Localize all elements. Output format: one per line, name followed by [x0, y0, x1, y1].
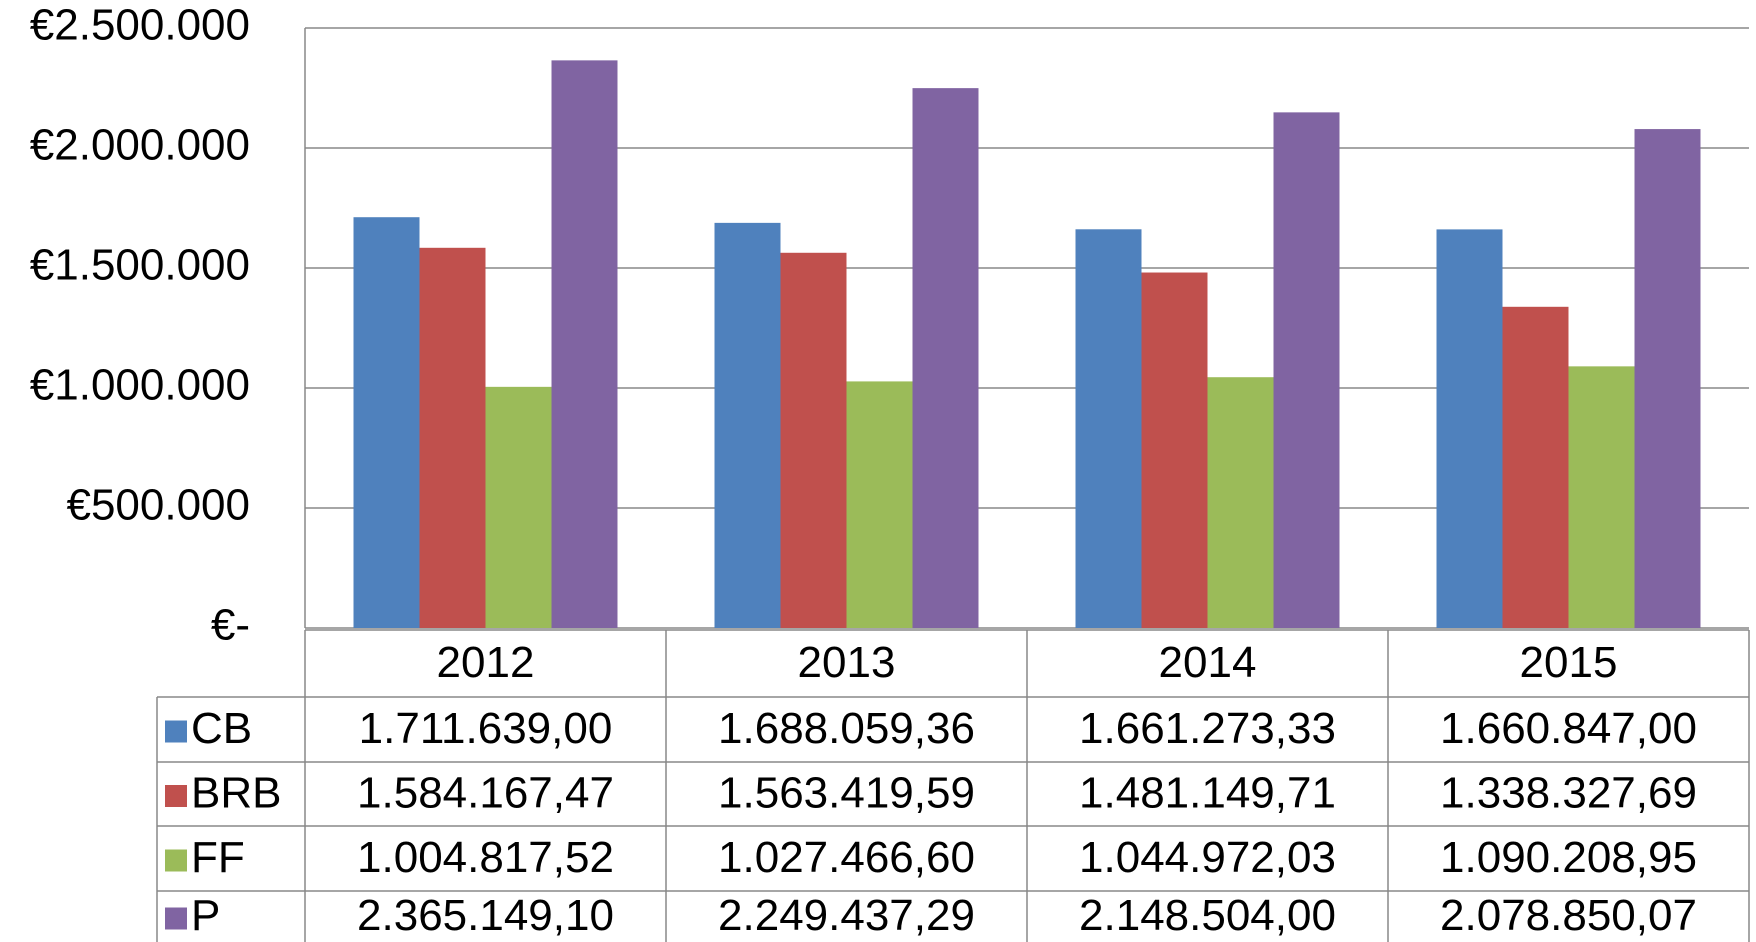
- bar: [486, 387, 552, 628]
- legend-label: P: [191, 891, 220, 940]
- table-value: 1.044.972,03: [1079, 833, 1336, 882]
- table-value: 1.584.167,47: [357, 769, 614, 818]
- chart: €- €500.000 €1.000.000 €1.500.000 €2.000.000…: [0, 0, 1756, 942]
- y-tick-label: €500.000: [66, 481, 250, 530]
- table-value: 2.365.149,10: [357, 891, 614, 940]
- bar: [1142, 273, 1208, 628]
- bar: [1076, 229, 1142, 628]
- table-value: 1.090.208,95: [1440, 833, 1697, 882]
- legend-swatch: [165, 721, 187, 743]
- table-value: 1.688.059,36: [718, 704, 975, 753]
- bar: [1503, 307, 1569, 628]
- table-value: 1.481.149,71: [1079, 769, 1336, 818]
- table-value: 1.338.327,69: [1440, 769, 1697, 818]
- bar: [1569, 366, 1635, 628]
- legend-swatch: [165, 785, 187, 807]
- bar: [847, 381, 913, 628]
- bar: [1635, 129, 1701, 628]
- bar: [715, 223, 781, 628]
- legend-label: BRB: [191, 769, 281, 818]
- x-tick-label: 2014: [1159, 638, 1257, 687]
- bar: [1437, 229, 1503, 628]
- legend-swatch: [165, 908, 187, 930]
- y-tick-label: €1.500.000: [30, 241, 250, 290]
- bar: [420, 248, 486, 628]
- table-value: 2.148.504,00: [1079, 891, 1336, 940]
- bar: [1208, 377, 1274, 628]
- bar: [913, 88, 979, 628]
- table-value: 1.027.466,60: [718, 833, 975, 882]
- bar: [1274, 112, 1340, 628]
- bar: [354, 217, 420, 628]
- x-tick-label: 2012: [437, 638, 535, 687]
- legend-label: FF: [191, 833, 245, 882]
- bar: [552, 60, 618, 628]
- table-value: 1.004.817,52: [357, 833, 614, 882]
- table-value: 2.249.437,29: [718, 891, 975, 940]
- y-tick-label: €2.000.000: [30, 121, 250, 170]
- legend-label: CB: [191, 704, 252, 753]
- bar: [781, 253, 847, 628]
- y-tick-label: €1.000.000: [30, 361, 250, 410]
- x-tick-label: 2015: [1520, 638, 1618, 687]
- table-value: 1.711.639,00: [359, 704, 613, 753]
- y-tick-label: €-: [211, 601, 250, 650]
- legend-swatch: [165, 850, 187, 872]
- y-tick-label: €2.500.000: [30, 1, 250, 50]
- x-tick-label: 2013: [798, 638, 896, 687]
- table-value: 1.661.273,33: [1079, 704, 1336, 753]
- table-value: 2.078.850,07: [1440, 891, 1697, 940]
- table-value: 1.563.419,59: [718, 769, 975, 818]
- table-value: 1.660.847,00: [1440, 704, 1697, 753]
